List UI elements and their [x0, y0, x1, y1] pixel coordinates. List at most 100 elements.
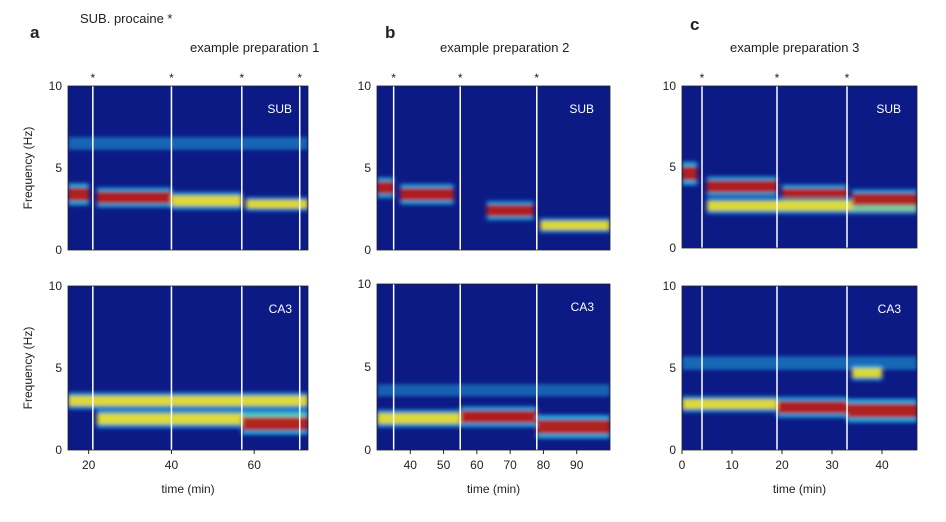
y-axis-label-a-sub: Frequency (Hz) — [21, 127, 35, 210]
x-tick-label-c-ca3-30: 30 — [825, 458, 839, 472]
x-tick-label-c-ca3-0: 0 — [679, 458, 686, 472]
power-band-core-b-ca3-2 — [536, 419, 610, 434]
panel-title-c: example preparation 3 — [730, 40, 859, 55]
power-band-core-b-sub-2 — [486, 204, 534, 217]
x-axis-label-c-ca3: time (min) — [773, 482, 826, 496]
figure-note: SUB. procaine * — [80, 11, 173, 26]
x-tick-label-c-ca3-40: 40 — [875, 458, 889, 472]
procaine-asterisk-a-1: * — [169, 71, 174, 85]
power-band-core-a-sub-1 — [96, 191, 172, 204]
heatmap-panels: * * * * SUB 0 5 10 Frequency (Hz) CA3 0 5 10 Frequenc… — [21, 71, 918, 496]
power-band-core-b-ca3-0 — [377, 413, 461, 424]
heatmap-a-ca3: CA3 0 5 10 Frequency (Hz) 20 40 60 time (min) — [21, 279, 309, 496]
y-tick-label-b-ca3-0: 0 — [364, 443, 371, 457]
panel-letter-b: b — [385, 23, 395, 42]
y-tick-label-c-ca3-10: 10 — [663, 279, 677, 293]
power-band-core-c-ca3-0 — [682, 399, 777, 410]
heatmap-background-c-sub — [682, 86, 917, 248]
power-band-halo-b-ca3-3 — [377, 384, 610, 397]
panel-letter-c: c — [690, 15, 699, 34]
x-tick-label-b-ca3-50: 50 — [437, 458, 451, 472]
heatmap-c-ca3: CA3 0 5 10 0 10 20 30 40 time (min) — [663, 279, 918, 496]
power-band-core-a-ca3-2 — [241, 417, 308, 431]
power-band-core-c-ca3-1 — [777, 401, 847, 414]
procaine-asterisk-b-1: * — [458, 71, 463, 85]
plot-frame-a-sub — [67, 85, 309, 251]
y-tick-label-a-ca3-10: 10 — [49, 279, 63, 293]
heatmap-c-sub: * * * SUB 0 5 10 — [663, 71, 918, 255]
plot-frame-b-ca3 — [376, 283, 611, 451]
y-tick-label-a-sub-5: 5 — [55, 161, 62, 175]
power-band-core-a-sub-0 — [68, 187, 89, 201]
region-label-c-sub: SUB — [876, 102, 901, 116]
y-tick-label-b-sub-5: 5 — [364, 161, 371, 175]
panel-letter-a: a — [30, 23, 40, 42]
y-tick-label-a-sub-10: 10 — [49, 79, 63, 93]
procaine-asterisk-a-2: * — [239, 71, 244, 85]
power-band-core-a-ca3-0 — [68, 395, 308, 406]
y-tick-label-c-sub-10: 10 — [663, 79, 677, 93]
power-band-core-b-sub-1 — [400, 188, 454, 201]
y-tick-label-b-sub-10: 10 — [358, 79, 372, 93]
power-band-core-c-ca3-2 — [847, 403, 917, 418]
power-band-core-c-sub-1 — [707, 180, 777, 193]
region-label-b-sub: SUB — [569, 102, 594, 116]
procaine-asterisk-c-2: * — [845, 71, 850, 85]
x-tick-label-a-ca3-60: 60 — [248, 458, 262, 472]
y-tick-label-b-sub-0: 0 — [364, 243, 371, 257]
panel-title-b: example preparation 2 — [440, 40, 569, 55]
y-tick-label-c-sub-0: 0 — [669, 241, 676, 255]
power-band-core-b-sub-3 — [540, 220, 610, 230]
power-band-core-c-sub-0 — [682, 166, 697, 181]
heatmap-b-sub: * * * SUB 0 5 10 — [358, 71, 611, 257]
power-band-core-c-sub-4 — [852, 193, 917, 206]
region-label-a-ca3: CA3 — [269, 302, 293, 316]
procaine-asterisk-b-2: * — [534, 71, 539, 85]
y-tick-label-c-sub-5: 5 — [669, 160, 676, 174]
region-label-c-ca3: CA3 — [878, 302, 902, 316]
x-axis-label-b-ca3: time (min) — [467, 482, 520, 496]
power-band-core-a-ca3-1 — [96, 413, 308, 425]
heatmap-b-ca3: CA3 0 5 10 40 50 60 70 80 90 time (min) — [358, 277, 611, 496]
power-band-core-b-sub-0 — [377, 181, 394, 194]
x-tick-label-b-ca3-90: 90 — [570, 458, 584, 472]
power-bands-b-sub — [377, 177, 610, 234]
procaine-asterisk-c-1: * — [775, 71, 780, 85]
y-axis-label-a-ca3: Frequency (Hz) — [21, 327, 35, 410]
plot-frame-a-ca3 — [67, 285, 309, 451]
x-axis-label-a-ca3: time (min) — [161, 482, 214, 496]
power-band-halo-a-sub-4 — [68, 137, 308, 150]
power-band-core-c-ca3-4 — [852, 368, 882, 378]
power-bands-c-sub — [682, 161, 917, 215]
plot-frame-b-sub — [376, 85, 611, 251]
y-tick-label-a-ca3-5: 5 — [55, 361, 62, 375]
procaine-asterisk-b-0: * — [391, 71, 396, 85]
x-tick-label-b-ca3-40: 40 — [404, 458, 418, 472]
y-tick-label-c-ca3-0: 0 — [669, 443, 676, 457]
x-tick-label-a-ca3-40: 40 — [165, 458, 179, 472]
procaine-asterisk-c-0: * — [700, 71, 705, 85]
y-tick-label-a-sub-0: 0 — [55, 243, 62, 257]
power-band-core-c-sub-3 — [707, 200, 917, 211]
y-tick-label-c-ca3-5: 5 — [669, 361, 676, 375]
heatmap-background-a-sub — [68, 86, 308, 250]
panel-title-a: example preparation 1 — [190, 40, 319, 55]
power-bands-a-ca3 — [68, 391, 308, 436]
procaine-asterisk-a-3: * — [297, 71, 302, 85]
x-tick-label-c-ca3-10: 10 — [725, 458, 739, 472]
power-bands-a-sub — [68, 137, 308, 212]
region-label-a-sub: SUB — [267, 102, 292, 116]
plot-frame-c-ca3 — [681, 285, 918, 451]
y-tick-label-b-ca3-5: 5 — [364, 360, 371, 374]
region-label-b-ca3: CA3 — [571, 300, 595, 314]
y-tick-label-b-ca3-10: 10 — [358, 277, 372, 291]
x-tick-label-b-ca3-60: 60 — [470, 458, 484, 472]
x-tick-label-b-ca3-70: 70 — [503, 458, 517, 472]
x-tick-label-a-ca3-20: 20 — [82, 458, 96, 472]
x-tick-label-b-ca3-80: 80 — [537, 458, 551, 472]
plot-frame-c-sub — [681, 85, 918, 249]
y-tick-label-a-ca3-0: 0 — [55, 443, 62, 457]
power-band-core-a-sub-3 — [245, 199, 308, 209]
power-band-core-b-ca3-1 — [460, 410, 537, 423]
